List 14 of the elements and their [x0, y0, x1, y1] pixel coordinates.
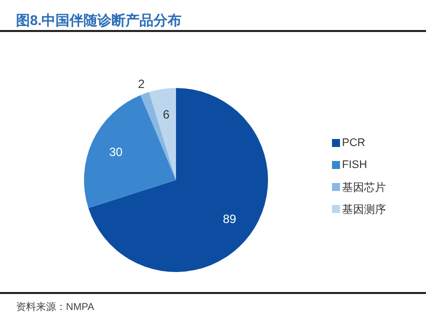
legend-label: PCR	[342, 137, 366, 149]
data-label: 89	[222, 212, 236, 226]
pie-slice	[84, 95, 176, 208]
data-label: 30	[109, 145, 123, 160]
pie-slice	[88, 88, 268, 272]
legend-label: FISH	[342, 159, 368, 171]
text: 资料来源：NMPA	[16, 300, 94, 314]
data-label: 2	[138, 77, 146, 92]
legend-label: 基因测序	[342, 202, 386, 216]
data-label: 6	[162, 107, 170, 122]
chart-title: 图8.中国伴随诊断产品分布	[16, 12, 182, 30]
pie-slice	[149, 88, 176, 180]
pie-slice	[140, 92, 176, 180]
legend-label: 基因芯片	[342, 180, 386, 194]
